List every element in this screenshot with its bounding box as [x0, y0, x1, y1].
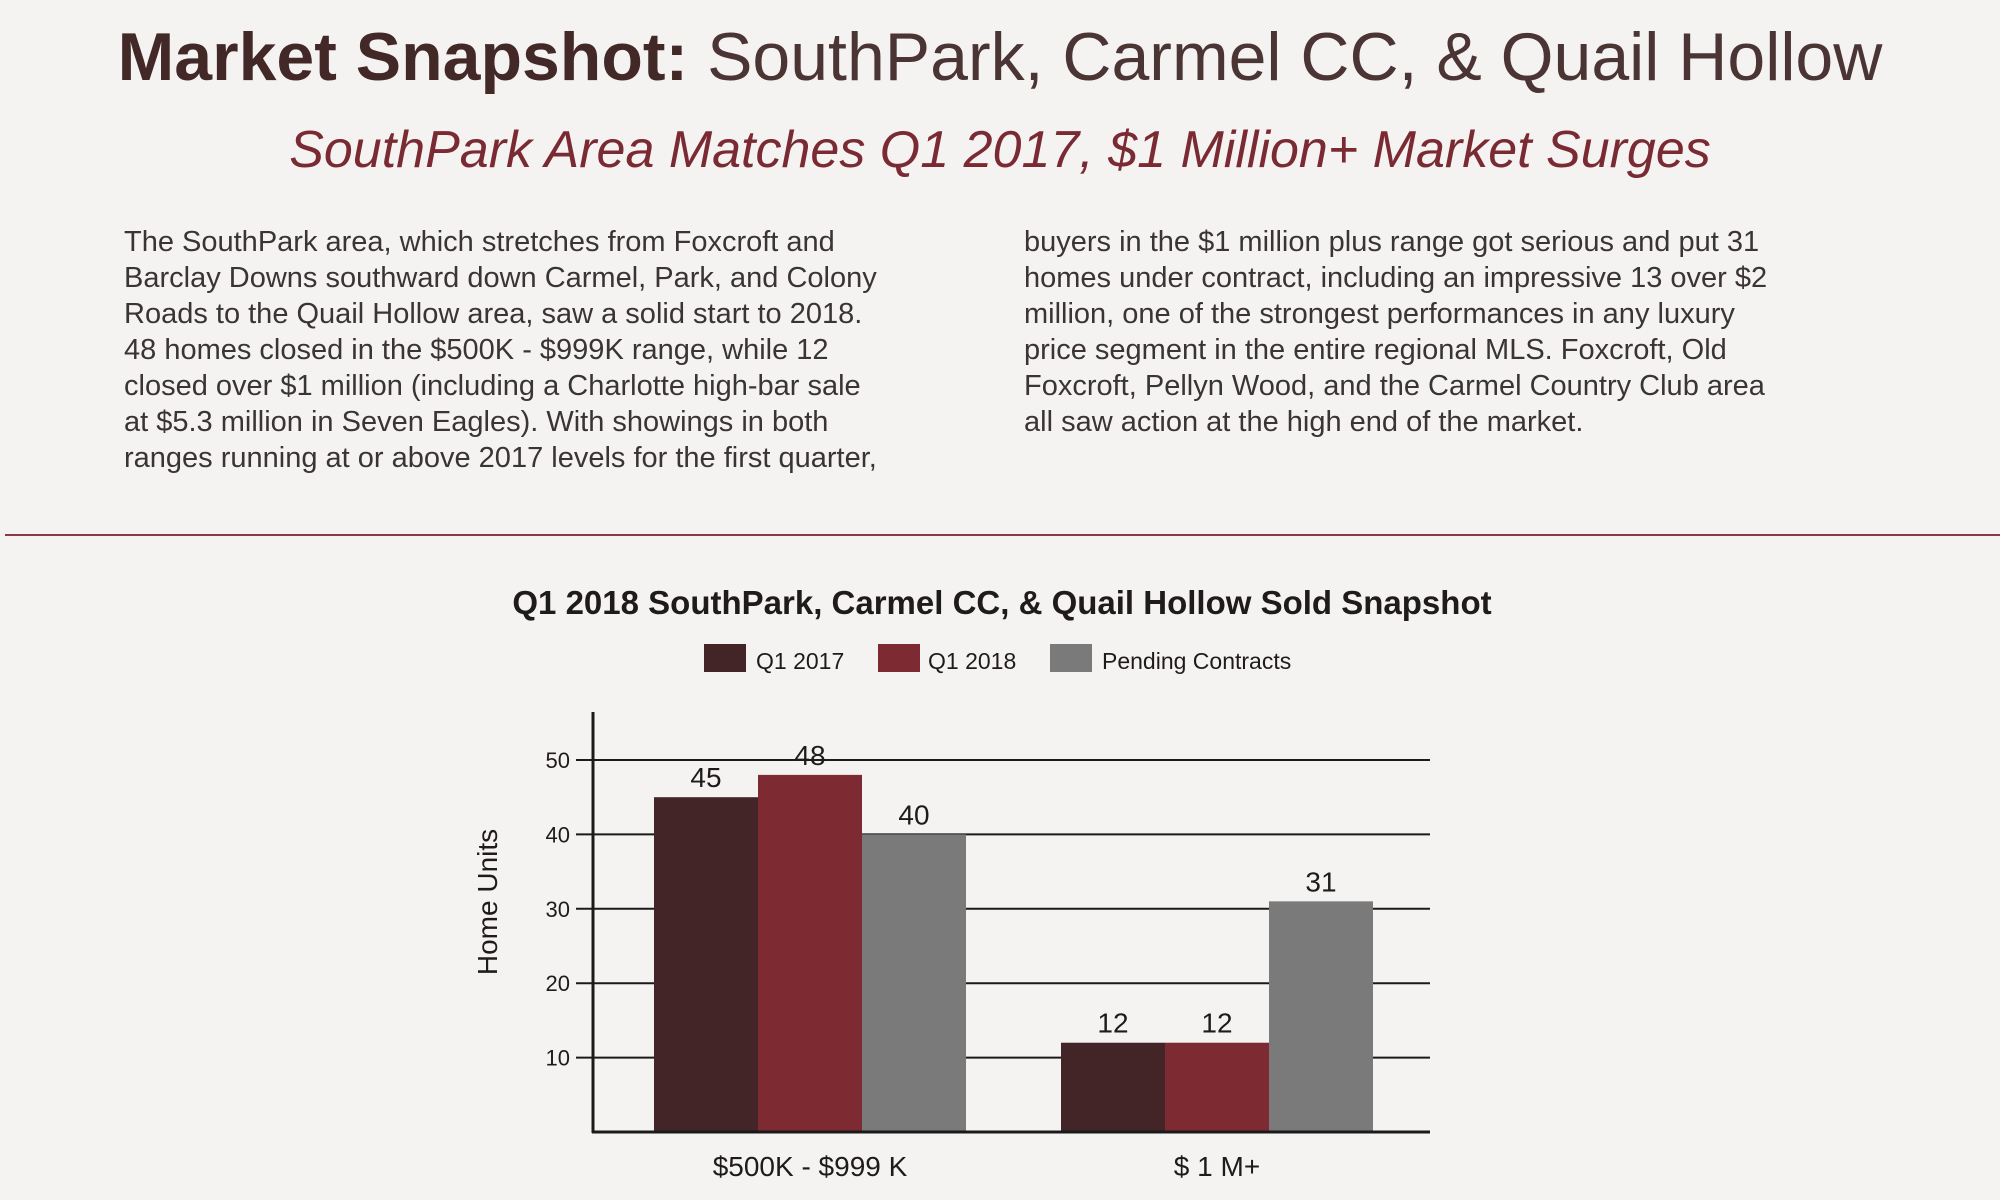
chart-title: Q1 2018 SouthPark, Carmel CC, & Quail Ho… — [512, 584, 1491, 621]
bar-chart: Q1 2018 SouthPark, Carmel CC, & Quail Ho… — [472, 584, 1492, 1182]
legend-swatch — [704, 644, 746, 672]
y-tick-label: 20 — [546, 971, 570, 996]
body-text-left-column: The SouthPark area, which stretches from… — [124, 224, 994, 476]
body-line: Foxcroft, Pellyn Wood, and the Carmel Co… — [1024, 370, 1765, 402]
body-line: million, one of the strongest performanc… — [1024, 298, 1735, 330]
y-axis-label: Home Units — [472, 829, 503, 975]
body-line: buyers in the $1 million plus range got … — [1024, 226, 1760, 258]
legend-swatch — [878, 644, 920, 672]
title-bold: Market Snapshot: — [117, 19, 689, 95]
body-line: Roads to the Quail Hollow area, saw a so… — [124, 298, 863, 330]
body-line: Barclay Downs southward down Carmel, Par… — [124, 262, 877, 294]
body-line: all saw action at the high end of the ma… — [1024, 406, 1584, 438]
x-category-label: $ 1 M+ — [1174, 1151, 1260, 1182]
body-text-right-column: buyers in the $1 million plus range got … — [1024, 224, 1904, 440]
y-tick-label: 30 — [546, 897, 570, 922]
body-line: closed over $1 million (including a Char… — [124, 370, 861, 402]
bar — [1269, 901, 1373, 1132]
body-line: price segment in the entire regional MLS… — [1024, 334, 1727, 366]
legend-label: Pending Contracts — [1102, 648, 1291, 674]
data-label: 12 — [1201, 1008, 1232, 1039]
data-label: 31 — [1305, 866, 1336, 897]
data-label: 40 — [898, 799, 929, 830]
legend-label: Q1 2018 — [928, 648, 1016, 674]
legend-swatch — [1050, 644, 1092, 672]
data-label: 45 — [690, 762, 721, 793]
bar — [1061, 1042, 1165, 1132]
bar — [758, 774, 862, 1132]
data-label: 12 — [1097, 1008, 1128, 1039]
body-line: 48 homes closed in the $500K - $999K ran… — [124, 334, 829, 366]
body-line: ranges running at or above 2017 levels f… — [124, 442, 877, 474]
bar — [862, 834, 966, 1132]
body-line: homes under contract, including an impre… — [1024, 262, 1768, 294]
title-rest: SouthPark, Carmel CC, & Quail Hollow — [688, 19, 1883, 95]
legend-label: Q1 2017 — [756, 648, 844, 674]
bar — [1165, 1042, 1269, 1132]
y-tick-label: 40 — [546, 822, 570, 847]
bar — [654, 797, 758, 1132]
y-tick-label: 10 — [546, 1046, 570, 1071]
y-tick-label: 50 — [546, 748, 570, 773]
page-subtitle: SouthPark Area Matches Q1 2017, $1 Milli… — [289, 121, 1711, 179]
body-line: The SouthPark area, which stretches from… — [124, 226, 835, 258]
page-title: Market Snapshot: SouthPark, Carmel CC, &… — [0, 16, 2000, 98]
data-label: 48 — [794, 740, 825, 771]
body-line: at $5.3 million in Seven Eagles). With s… — [124, 406, 829, 438]
section-divider — [5, 534, 2000, 536]
x-category-label: $500K - $999 K — [713, 1151, 908, 1182]
